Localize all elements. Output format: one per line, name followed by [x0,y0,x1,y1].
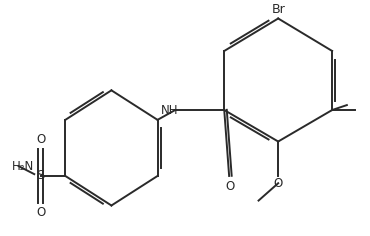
Text: S: S [37,169,45,182]
Text: Br: Br [271,3,285,16]
Text: NH: NH [161,104,178,117]
Text: O: O [36,133,46,146]
Text: O: O [273,177,283,190]
Text: H₂N: H₂N [11,160,34,173]
Text: O: O [225,180,234,193]
Text: O: O [36,206,46,219]
